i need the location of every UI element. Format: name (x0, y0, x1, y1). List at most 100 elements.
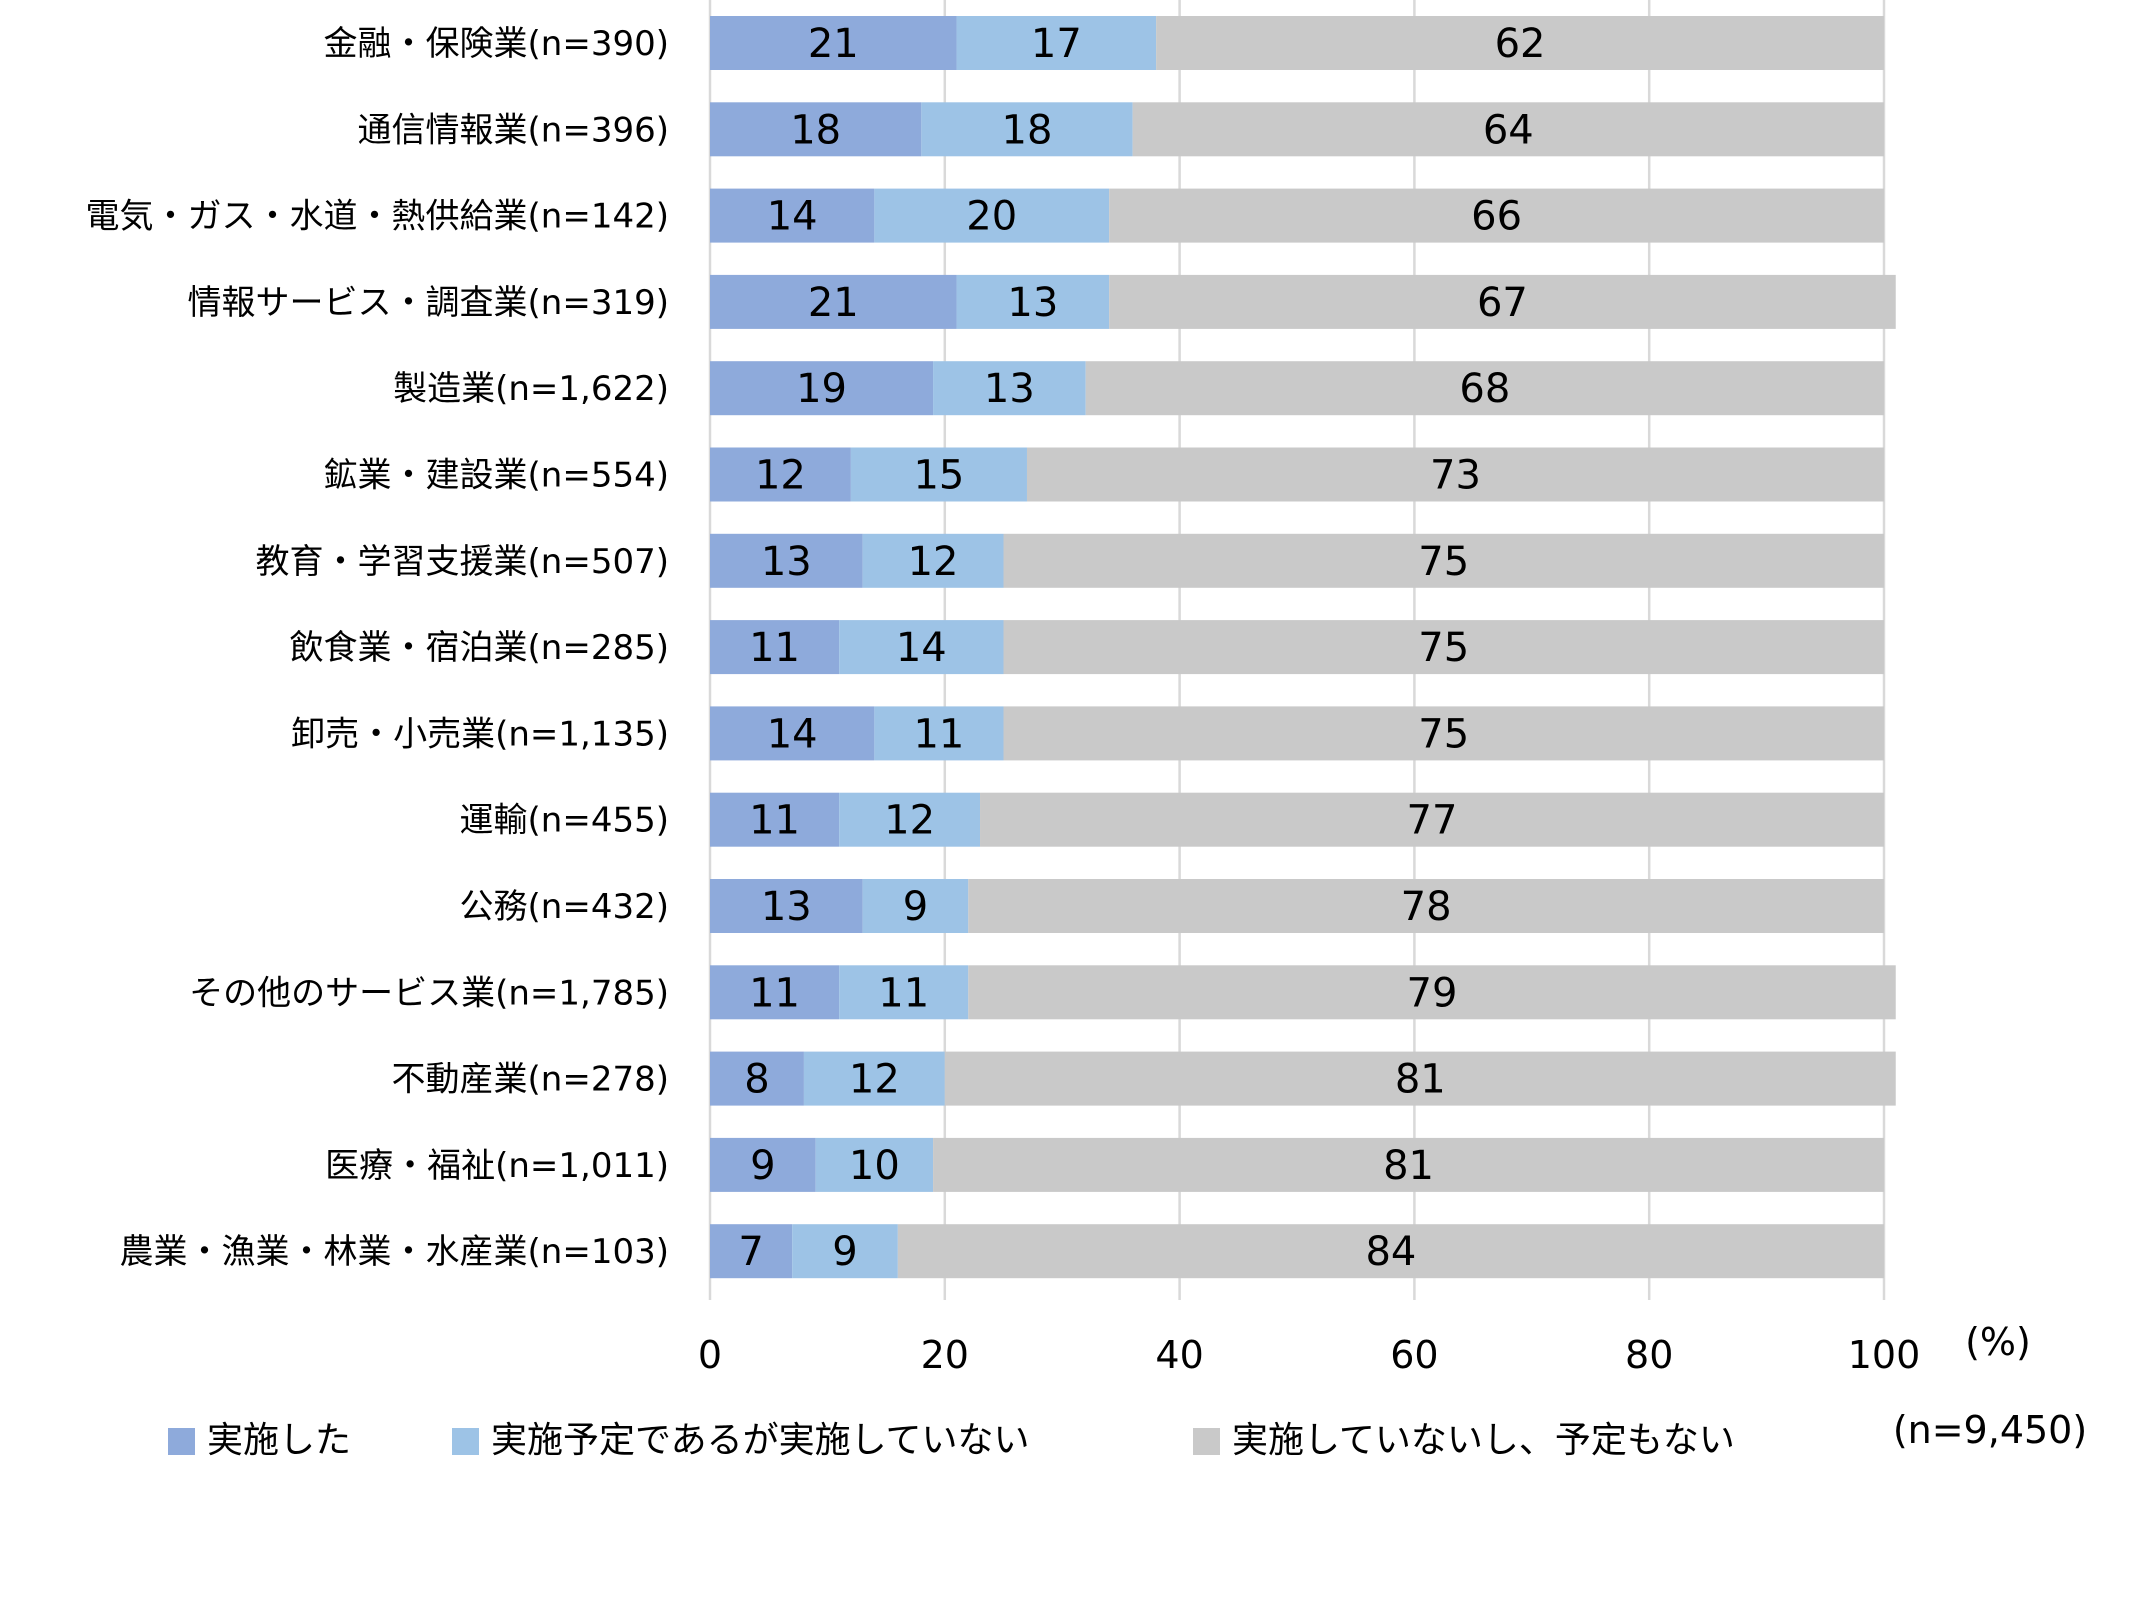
data-label: 11 (749, 970, 800, 1016)
bar-segment (710, 188, 875, 243)
data-label: 17 (1031, 21, 1082, 67)
bars: 21 17 62 18 18 64 14 20 66 21 13 67 19 13 68 12 15 73 13 12… (710, 16, 1896, 1279)
bar-segment (874, 188, 1110, 243)
bar-segment (710, 16, 957, 70)
bar-segment (710, 965, 840, 1020)
data-label: 78 (1401, 884, 1452, 930)
category-labels: 金融・保険業(n=390) 通信情報業(n=396) 電気・ガス・水道・熱供給業(n… (86, 24, 669, 1272)
x-tick-label: 20 (921, 1333, 969, 1377)
legend-label: 実施していないし、予定もない (1232, 1420, 1735, 1461)
data-label: 79 (1407, 970, 1458, 1016)
bar-segment (710, 792, 840, 847)
legend-swatch (452, 1428, 479, 1455)
bar-segment (710, 620, 840, 675)
data-label: 13 (761, 884, 812, 930)
data-label: 77 (1407, 798, 1458, 844)
bar-segment (956, 274, 1110, 329)
data-label: 21 (808, 280, 859, 326)
category-label: 運輸(n=455) (460, 801, 669, 841)
data-label: 13 (761, 539, 812, 585)
bar-segment (710, 879, 863, 933)
bar-segment (710, 706, 875, 761)
bar-segment (839, 620, 1004, 675)
category-label: その他のサービス業(n=1,785) (189, 973, 669, 1013)
data-label: 18 (1002, 107, 1053, 153)
data-label: 9 (750, 1143, 775, 1189)
data-label: 11 (878, 970, 929, 1016)
bar-segment (1109, 274, 1896, 329)
data-label: 81 (1395, 1057, 1446, 1103)
data-label: 21 (808, 21, 859, 67)
category-label: 教育・学習支援業(n=507) (256, 542, 669, 582)
data-label: 84 (1365, 1229, 1416, 1275)
data-label: 9 (832, 1229, 857, 1275)
data-label: 64 (1483, 107, 1534, 153)
legend-swatch (168, 1428, 195, 1455)
bar-segment (710, 1137, 816, 1192)
x-tick-label: 40 (1155, 1333, 1203, 1377)
bar-segment (803, 1051, 945, 1106)
bar-segment (874, 706, 1004, 761)
data-label: 75 (1418, 625, 1469, 671)
legend-label: 実施予定であるが実施していない (491, 1420, 1030, 1461)
bar-segment (792, 1224, 898, 1279)
bar-segment (710, 361, 934, 416)
category-label: 通信情報業(n=396) (358, 110, 669, 150)
data-label: 75 (1418, 539, 1469, 585)
category-label: 鉱業・建設業(n=554) (324, 456, 669, 496)
x-tick-label: 80 (1625, 1333, 1673, 1377)
data-label: 12 (884, 798, 935, 844)
bar-segment (1003, 620, 1884, 675)
category-label: 飲食業・宿泊業(n=285) (290, 628, 669, 668)
data-label: 62 (1495, 21, 1546, 67)
data-label: 13 (984, 366, 1035, 412)
data-label: 67 (1477, 280, 1528, 326)
bar-segment (862, 533, 1004, 588)
legend-label: 実施した (207, 1420, 351, 1461)
data-label: 68 (1459, 366, 1510, 412)
data-label: 66 (1471, 194, 1522, 240)
data-label: 15 (913, 453, 964, 499)
category-label: 金融・保険業(n=390) (324, 24, 669, 64)
data-label: 10 (849, 1143, 900, 1189)
bar-segment (956, 16, 1157, 70)
bar-segment (1132, 102, 1884, 157)
bar-segment (1026, 447, 1884, 502)
bar-segment (944, 1051, 1896, 1106)
data-label: 19 (796, 366, 847, 412)
bar-segment (1109, 188, 1884, 243)
bar-segment (980, 792, 1884, 847)
data-label: 11 (749, 625, 800, 671)
bar-segment (710, 1224, 793, 1279)
bar-segment (933, 1137, 1884, 1192)
data-label: 20 (966, 194, 1017, 240)
category-label: 電気・ガス・水道・熱供給業(n=142) (86, 197, 669, 237)
data-label: 81 (1383, 1143, 1434, 1189)
x-tick-label: 60 (1390, 1333, 1438, 1377)
legend-swatch (1193, 1428, 1220, 1455)
data-label: 73 (1430, 453, 1481, 499)
bar-segment (968, 965, 1896, 1020)
category-label: 医療・福祉(n=1,011) (325, 1146, 669, 1186)
data-label: 12 (849, 1057, 900, 1103)
bar-segment (1156, 16, 1884, 70)
x-tick-label: 0 (698, 1333, 722, 1377)
bar-segment (839, 965, 969, 1020)
category-label: 卸売・小売業(n=1,135) (291, 714, 669, 754)
legend: 実施した 実施予定であるが実施していない 実施していないし、予定もない (168, 1420, 1735, 1461)
data-label: 7 (738, 1229, 763, 1275)
unit-label: (%) (1965, 1320, 2031, 1364)
data-label: 8 (744, 1057, 769, 1103)
data-label: 14 (767, 711, 818, 757)
data-label: 11 (913, 711, 964, 757)
bar-segment (710, 1051, 804, 1106)
data-label: 14 (767, 194, 818, 240)
bar-segment (710, 274, 957, 329)
bar-segment (815, 1137, 934, 1192)
data-label: 14 (896, 625, 947, 671)
bar-segment (839, 792, 981, 847)
bar-segment (933, 361, 1086, 416)
bar-segment (1003, 706, 1884, 761)
data-label: 11 (749, 798, 800, 844)
